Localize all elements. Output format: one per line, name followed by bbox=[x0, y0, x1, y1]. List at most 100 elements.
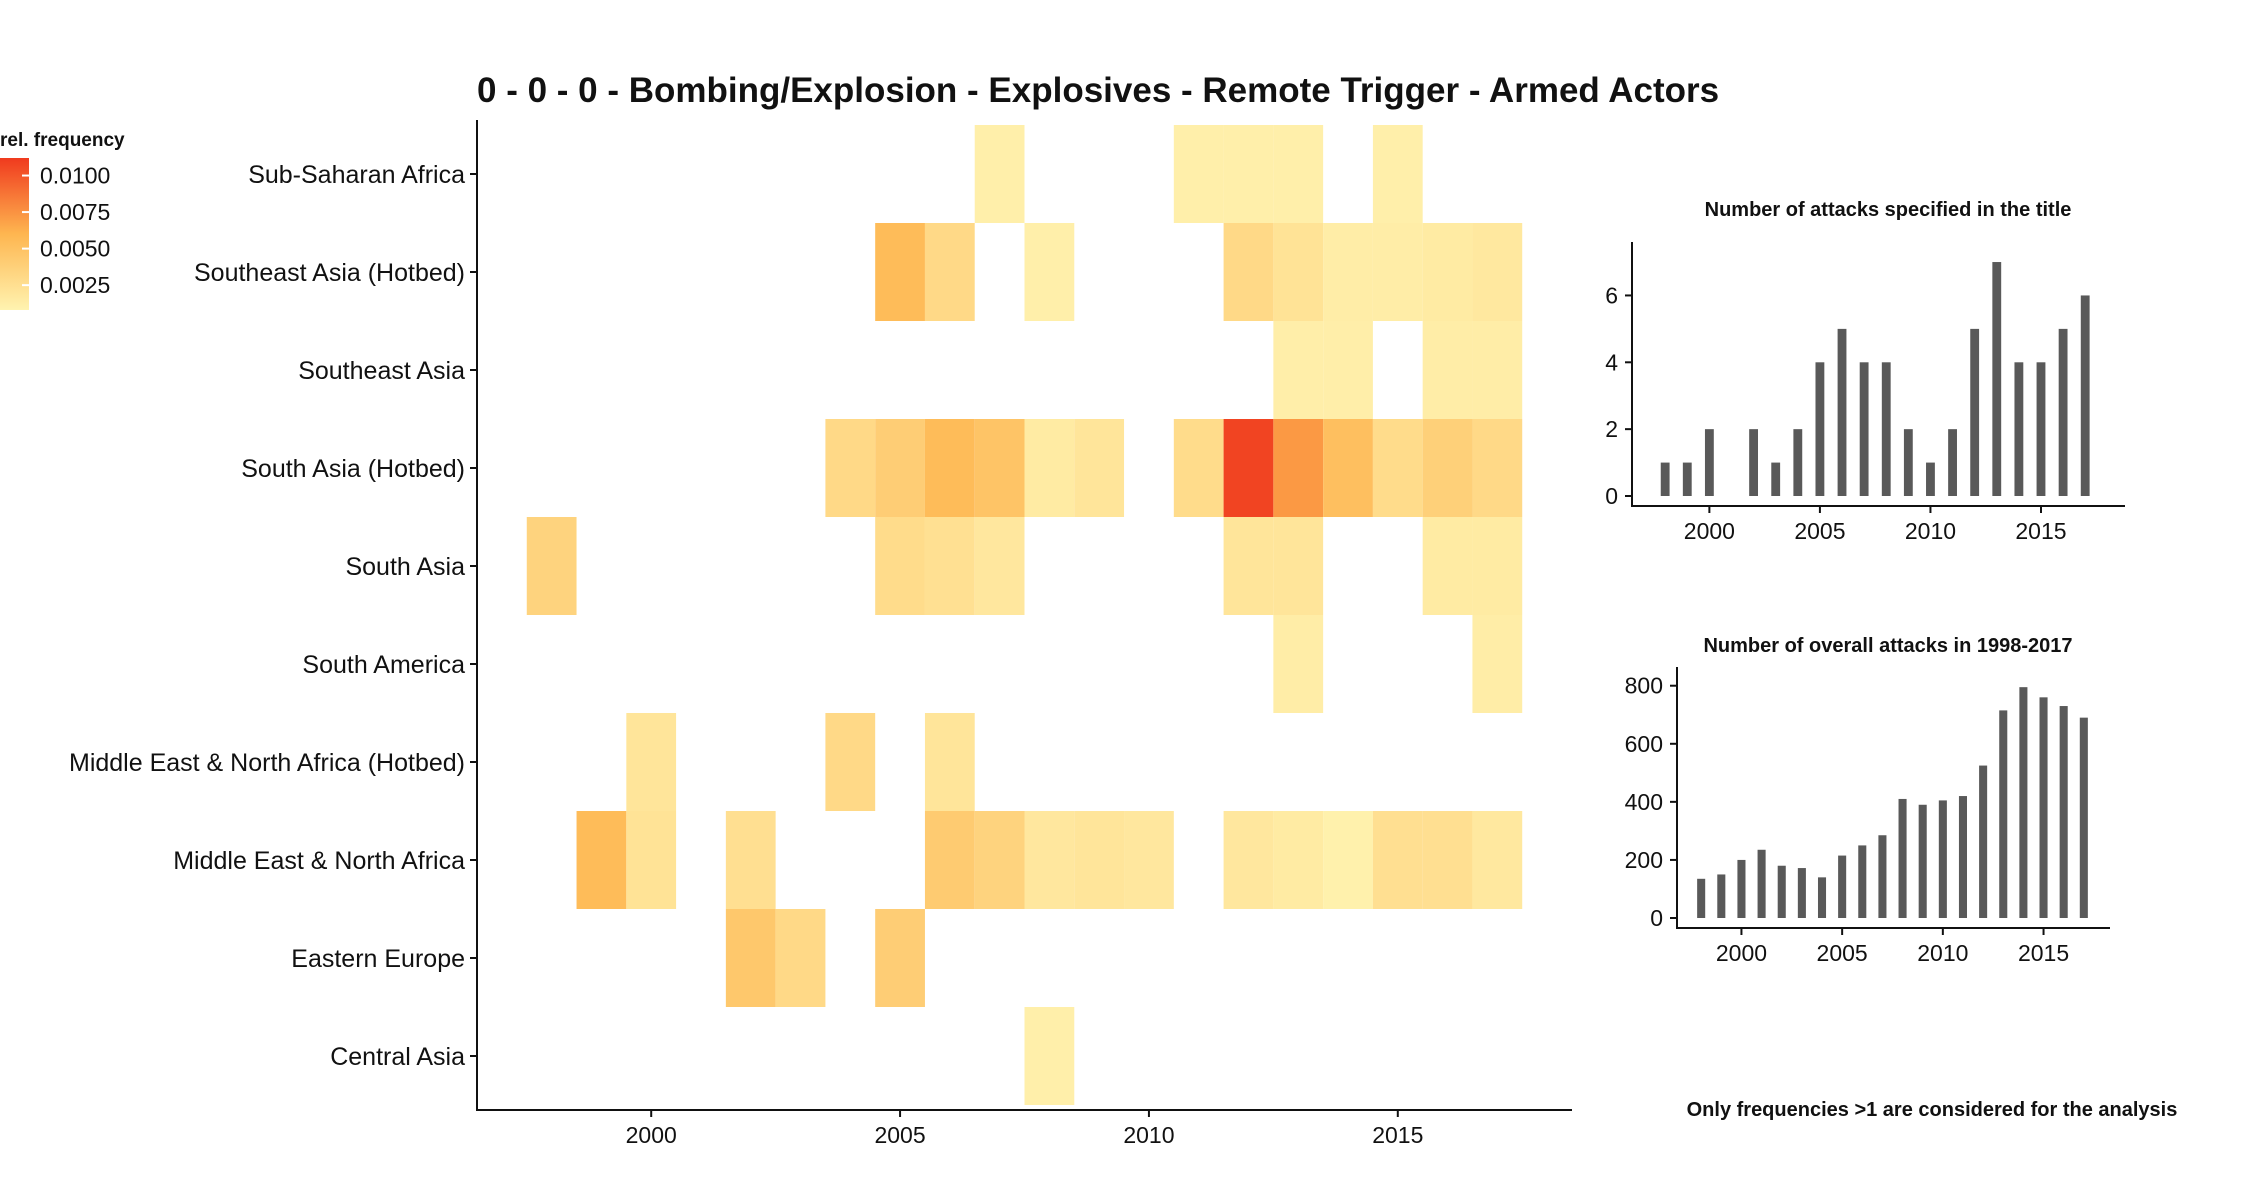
bar2-bar bbox=[1717, 874, 1726, 918]
bar2-bars bbox=[1697, 687, 2088, 918]
bar1-bar bbox=[1749, 429, 1759, 496]
heatmap-x-ticks: 2000 2005 2010 2015 bbox=[626, 1110, 1423, 1148]
heatmap-cell bbox=[1422, 419, 1473, 517]
bar1-y-ticks: 0 2 4 6 bbox=[1605, 282, 1632, 509]
bar1-y-tick-label: 2 bbox=[1605, 416, 1618, 442]
heatmap-row-label: Southeast Asia (Hotbed) bbox=[194, 259, 465, 287]
overall-attacks-bar-chart: Number of overall attacks in 1998-2017 0… bbox=[1625, 635, 2110, 966]
heatmap-cell bbox=[1223, 811, 1274, 909]
bar1-bar bbox=[1881, 362, 1891, 496]
bar2-y-tick-label: 0 bbox=[1650, 905, 1663, 931]
bar2-bar bbox=[1838, 855, 1847, 918]
bar1-bar bbox=[2080, 295, 2090, 496]
heatmap-x-tick-label: 2010 bbox=[1123, 1122, 1174, 1148]
heatmap-cell bbox=[924, 517, 975, 615]
bar1-x-tick-label: 2005 bbox=[1794, 518, 1845, 544]
heatmap-cell bbox=[1223, 419, 1274, 517]
legend-ticks: 0.0025 0.0050 0.0075 0.0100 bbox=[22, 163, 110, 298]
heatmap-row-labels: Sub-Saharan Africa Southeast Asia (Hotbed… bbox=[69, 161, 477, 1071]
bar1-bar bbox=[2058, 328, 2068, 496]
legend-tick-label: 0.0100 bbox=[40, 163, 110, 189]
bar1-title: Number of attacks specified in the title bbox=[1705, 199, 2072, 221]
bar2-bar bbox=[1757, 849, 1766, 918]
bar1-bar bbox=[1704, 429, 1714, 496]
heatmap-cell bbox=[1024, 811, 1075, 909]
bar1-bar bbox=[1948, 429, 1957, 496]
heatmap-cell bbox=[1273, 517, 1324, 615]
attacks-in-title-bar-chart: Number of attacks specified in the title… bbox=[1605, 199, 2125, 544]
heatmap-cell bbox=[1124, 811, 1174, 909]
bar1-bar bbox=[2036, 362, 2046, 496]
bar2-bar bbox=[2039, 697, 2048, 918]
bar1-x-ticks: 2000 2005 2010 2015 bbox=[1684, 506, 2067, 544]
heatmap-cell bbox=[825, 713, 876, 811]
heatmap-cell bbox=[974, 125, 1025, 223]
heatmap-cell bbox=[1273, 811, 1324, 909]
heatmap-cell bbox=[1273, 223, 1324, 321]
heatmap-cells bbox=[526, 125, 1523, 1105]
heatmap-cell bbox=[1223, 125, 1274, 223]
bar2-y-tick-label: 800 bbox=[1625, 673, 1663, 699]
heatmap-cell bbox=[875, 223, 925, 321]
bar2-title: Number of overall attacks in 1998-2017 bbox=[1703, 635, 2072, 657]
heatmap-cell bbox=[1472, 419, 1523, 517]
heatmap-row-label: Middle East & North Africa bbox=[173, 847, 465, 875]
bar1-bar bbox=[1815, 362, 1825, 496]
heatmap-cell bbox=[775, 909, 826, 1007]
bar1-bar bbox=[1992, 262, 2002, 496]
heatmap-row-label: Central Asia bbox=[330, 1043, 465, 1071]
heatmap-x-tick-label: 2015 bbox=[1372, 1122, 1423, 1148]
heatmap-title: 0 - 0 - 0 - Bombing/Explosion - Explosiv… bbox=[477, 71, 1719, 110]
bar1-y-tick-label: 6 bbox=[1605, 282, 1618, 308]
legend-title: rel. frequency bbox=[0, 130, 125, 151]
heatmap-cell bbox=[875, 517, 925, 615]
bar2-y-tick-label: 600 bbox=[1625, 731, 1663, 757]
heatmap-chart: 0 - 0 - 0 - Bombing/Explosion - Explosiv… bbox=[69, 71, 1719, 1148]
heatmap-cell bbox=[1422, 223, 1473, 321]
heatmap-cell bbox=[1472, 223, 1523, 321]
bar2-y-tick-label: 200 bbox=[1625, 847, 1663, 873]
bar1-x-tick-label: 2015 bbox=[2015, 518, 2066, 544]
heatmap-cell bbox=[1472, 615, 1523, 713]
bar1-bar bbox=[1837, 328, 1847, 496]
heatmap-row-label: Eastern Europe bbox=[291, 945, 465, 973]
bar2-bar bbox=[1938, 800, 1947, 918]
heatmap-cell bbox=[626, 713, 677, 811]
heatmap-row-label: Southeast Asia bbox=[298, 357, 465, 385]
bar2-x-tick-label: 2000 bbox=[1716, 940, 1767, 966]
color-legend: rel. frequency 0.0025 0.0050 0.0075 0.0100 bbox=[0, 130, 125, 310]
heatmap-cell bbox=[1372, 223, 1423, 321]
heatmap-cell bbox=[1323, 321, 1373, 419]
heatmap-cell bbox=[1472, 517, 1523, 615]
heatmap-cell bbox=[1472, 321, 1523, 419]
bar1-bar bbox=[1859, 362, 1869, 496]
legend-tick-label: 0.0075 bbox=[40, 199, 110, 225]
heatmap-cell bbox=[1472, 811, 1523, 909]
bar2-bar bbox=[1979, 765, 1988, 918]
bar2-bar bbox=[1697, 878, 1706, 918]
legend-tick-label: 0.0025 bbox=[40, 272, 110, 298]
heatmap-row-label: South America bbox=[302, 651, 465, 679]
bar2-bar bbox=[1797, 868, 1806, 918]
bar1-bar bbox=[1903, 429, 1913, 496]
heatmap-cell bbox=[1323, 811, 1373, 909]
bar2-bar bbox=[1878, 835, 1887, 918]
heatmap-cell bbox=[875, 419, 925, 517]
heatmap-cell bbox=[875, 909, 925, 1007]
bar2-bar bbox=[2019, 687, 2028, 918]
legend-tick-label: 0.0050 bbox=[40, 236, 110, 262]
heatmap-cell bbox=[924, 811, 975, 909]
heatmap-cell bbox=[1273, 321, 1324, 419]
bar2-bar bbox=[2079, 717, 2088, 918]
heatmap-cell bbox=[1024, 1007, 1075, 1105]
heatmap-cell bbox=[924, 713, 975, 811]
bar2-x-tick-label: 2005 bbox=[1817, 940, 1868, 966]
bar1-bar bbox=[1660, 462, 1670, 496]
bar2-y-tick-label: 400 bbox=[1625, 789, 1663, 815]
heatmap-cell bbox=[1173, 419, 1224, 517]
bar2-bar bbox=[1737, 859, 1746, 918]
bar1-bar bbox=[1793, 429, 1803, 496]
heatmap-cell bbox=[1323, 419, 1373, 517]
heatmap-cell bbox=[1223, 517, 1274, 615]
